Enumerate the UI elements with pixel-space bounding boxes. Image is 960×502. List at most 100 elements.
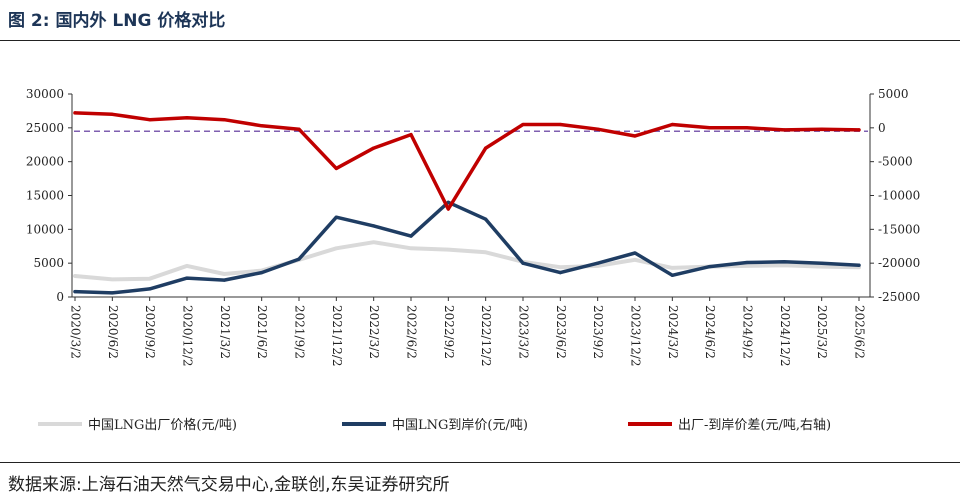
series-1-point	[185, 264, 189, 268]
series-3-point	[222, 118, 226, 122]
series-2-point	[820, 261, 824, 265]
series-2-point	[334, 215, 338, 219]
series-2-point	[633, 251, 637, 255]
left-tick-label: 15000	[26, 189, 64, 203]
series-2-point	[708, 265, 712, 269]
series-3-point	[73, 111, 77, 115]
x-tick-label: 2022/9/2	[442, 305, 456, 359]
series-2-point	[185, 276, 189, 280]
x-tick-label: 2024/12/2	[778, 305, 792, 367]
series-1-point	[334, 246, 338, 250]
series-2-point	[521, 261, 525, 265]
legend-label-1: 中国LNG出厂价格(元/吨)	[88, 417, 237, 433]
x-tick-label: 2025/6/2	[853, 305, 867, 359]
series-line-2	[73, 200, 861, 295]
x-tick-label: 2021/6/2	[255, 305, 269, 359]
series-3-point	[596, 127, 600, 131]
series-3-point	[260, 124, 264, 128]
right-tick-label: -10000	[878, 189, 920, 203]
x-tick-label: 2020/9/2	[143, 305, 157, 359]
x-tick-label: 2023/3/2	[517, 305, 531, 359]
legend-label-3: 出厂-到岸价差(元/吨,右轴)	[678, 418, 831, 433]
x-tick-label: 2024/9/2	[741, 305, 755, 359]
x-tick-label: 2025/3/2	[815, 305, 829, 359]
series-2-point	[558, 271, 562, 275]
series-2-point	[73, 290, 77, 294]
figure-title: 图 2: 国内外 LNG 价格对比	[8, 11, 226, 31]
top-rule	[0, 40, 960, 41]
series-2-point	[110, 291, 114, 295]
series-3-point	[782, 128, 786, 132]
series-3-point	[521, 122, 525, 127]
series-3-point	[820, 127, 824, 131]
x-tick-label: 2020/12/2	[181, 305, 195, 367]
series-2-point	[297, 257, 301, 261]
series-3-point	[708, 126, 712, 130]
series-2-point	[745, 260, 749, 265]
bottom-rule	[0, 462, 960, 463]
series-1-point	[148, 277, 152, 281]
x-tick-label: 2023/12/2	[629, 305, 643, 367]
x-tick-label: 2020/6/2	[106, 305, 120, 359]
series-1-point	[670, 266, 674, 270]
series-1-point	[745, 264, 749, 268]
series-1-point	[446, 248, 450, 252]
series-3-point	[185, 116, 189, 120]
series-1-point	[633, 258, 637, 262]
series-3-point	[297, 127, 301, 131]
left-tick-label: 30000	[26, 87, 64, 101]
right-tick-label: 5000	[878, 87, 909, 101]
series-3-point	[409, 133, 413, 137]
series-2-point	[484, 217, 488, 221]
series-2-point	[409, 234, 413, 238]
series-2-point	[596, 261, 600, 265]
right-tick-label: -5000	[878, 155, 913, 169]
series-3-point	[372, 146, 376, 150]
series-1-point	[558, 265, 562, 269]
series-2-point	[148, 287, 152, 291]
series-3-point	[857, 128, 861, 132]
left-tick-label: 0	[56, 290, 64, 304]
right-tick-label: -25000	[878, 290, 920, 304]
x-tick-label: 2023/6/2	[554, 305, 568, 359]
x-tick-label: 2022/6/2	[405, 305, 419, 359]
x-tick-label: 2024/6/2	[703, 305, 717, 359]
series-1-point	[820, 265, 824, 269]
legend-label-2: 中国LNG到岸价(元/吨)	[392, 418, 528, 433]
series-2-point	[857, 263, 861, 267]
series-1-point	[409, 246, 413, 250]
series-3-point	[148, 118, 152, 122]
x-tick-label: 2020/3/2	[69, 305, 83, 359]
x-tick-label: 2024/3/2	[666, 305, 680, 359]
series-line-1	[73, 240, 861, 282]
left-tick-label: 10000	[26, 222, 64, 236]
series-2-point	[446, 200, 450, 204]
left-tick-label: 20000	[26, 155, 64, 169]
data-source: 数据来源:上海石油天然气交易中心,金联创,东吴证券研究所	[8, 475, 450, 495]
series-2-point	[222, 278, 226, 282]
right-tick-label: -15000	[878, 222, 920, 236]
series-3-point	[633, 134, 637, 138]
right-tick-label: -20000	[878, 256, 920, 270]
series-3-point	[334, 166, 338, 170]
series-3-point	[670, 122, 674, 127]
series-1-point	[782, 263, 786, 267]
series-3-point	[110, 112, 114, 116]
series-2-point	[670, 273, 674, 277]
series-line-3	[73, 111, 861, 211]
chart: 30000 25000 20000 15000 10000 5000 0 5000 0 -5000…	[26, 87, 920, 433]
series-3-point	[484, 146, 488, 150]
series-1-point	[484, 250, 488, 254]
series-3-point	[558, 122, 562, 127]
x-tick-label: 2021/9/2	[293, 305, 307, 359]
left-tick-label: 25000	[26, 121, 64, 135]
series-2-point	[260, 271, 264, 275]
series-1-point	[372, 240, 376, 244]
series-2-point	[782, 260, 786, 264]
left-tick-label: 5000	[33, 256, 64, 270]
x-tick-label: 2021/12/2	[330, 305, 344, 367]
x-tick-label: 2021/3/2	[218, 305, 232, 359]
x-tick-label: 2022/3/2	[367, 305, 381, 359]
series-3-point	[745, 126, 749, 130]
series-1-point	[110, 277, 114, 281]
